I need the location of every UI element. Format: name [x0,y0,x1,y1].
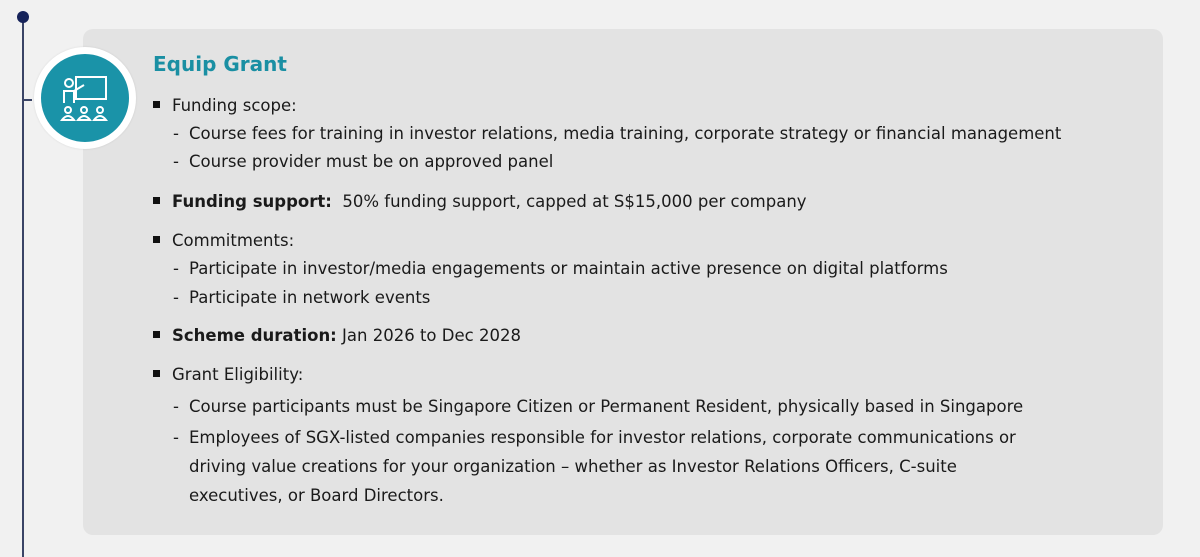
bullet-grant-eligibility: Grant Eligibility: [153,365,303,384]
timeline-tick [22,99,32,101]
card-title: Equip Grant [153,52,287,76]
bullet-funding-scope: Funding scope: [153,96,297,115]
sub-item-continued: driving value creations for your organiz… [189,457,957,476]
sub-item: - Course fees for training in investor re… [173,124,1062,143]
sub-item-continued: executives, or Board Directors. [189,486,444,505]
timeline-line [22,17,24,557]
sub-item: - Employees of SGX-listed companies respo… [173,428,1016,447]
timeline-dot [17,11,29,23]
grant-card [83,29,1163,535]
presentation-teacher-icon [34,47,136,149]
bullet-scheme-duration: Scheme duration: Jan 2026 to Dec 2028 [153,326,521,345]
sub-item: - Course participants must be Singapore C… [173,397,1024,416]
sub-item: - Participate in network events [173,288,431,307]
bullet-funding-support: Funding support: 50% funding support, ca… [153,192,807,211]
sub-item: - Participate in investor/media engagemen… [173,259,948,278]
bullet-commitments: Commitments: [153,231,294,250]
sub-item: - Course provider must be on approved pan… [173,152,554,171]
